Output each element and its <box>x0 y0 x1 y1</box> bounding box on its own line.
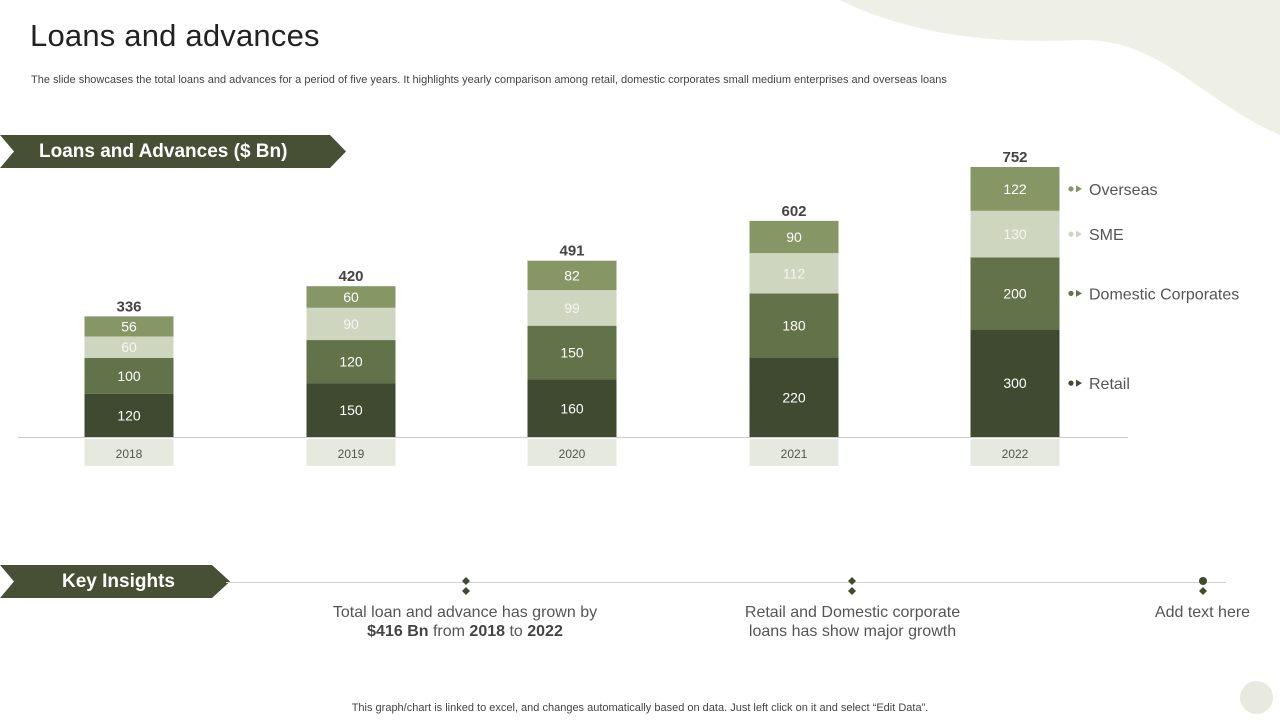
data-label-overseas-2021: 90 <box>786 229 802 245</box>
data-label-overseas-2022: 122 <box>1003 181 1027 197</box>
legend-dot-icon-domestic <box>1068 290 1074 296</box>
legend-arrow-icon-overseas <box>1076 185 1082 193</box>
insight-1-text-pre: Total loan and advance has grown by <box>332 604 598 621</box>
data-label-retail-2019: 150 <box>339 402 363 418</box>
insight-text-placeholder[interactable]: Add text here <box>1154 604 1251 621</box>
insight-1-text-to: to <box>505 623 528 640</box>
bar-segment-sme-2018 <box>84 336 174 359</box>
year-box-2022 <box>970 439 1060 466</box>
bar-segment-domestic-2022 <box>970 257 1060 330</box>
data-label-retail-2020: 160 <box>560 400 584 416</box>
data-label-sme-2019: 90 <box>343 316 359 332</box>
legend-label-overseas: Overseas <box>1089 182 1157 199</box>
footer-note: This graph/chart is linked to excel, and… <box>351 702 929 714</box>
data-label-sme-2018: 60 <box>121 339 137 355</box>
bar-segment-retail-2018 <box>84 393 174 437</box>
bar-segment-sme-2020 <box>527 290 617 326</box>
bar-segment-retail-2020 <box>527 379 617 437</box>
bar-segment-overseas-2022 <box>970 167 1060 211</box>
insights-banner-label: Key Insights <box>62 570 175 592</box>
chart-banner: Loans and Advances ($ Bn) <box>0 135 346 168</box>
legend-label-domestic: Domestic Corporates <box>1089 286 1239 303</box>
legend-arrow-icon-retail <box>1076 379 1082 387</box>
stacked-bar-chart: 120 100 60 56 336 2018 150 120 90 60 420 2019 160 150… <box>18 149 1239 466</box>
insight-1-text-mid: from <box>428 623 470 640</box>
insight-text-growth: Total loan and advance has grown by $416… <box>330 603 600 641</box>
page-subtitle: The slide showcases the total loans and … <box>31 74 947 86</box>
total-label-2019: 420 <box>338 268 363 285</box>
data-label-retail-2021: 220 <box>782 390 806 406</box>
data-label-domestic-2021: 180 <box>782 318 806 334</box>
insight-1-to-year: 2022 <box>527 623 563 640</box>
total-label-2020: 491 <box>559 243 584 260</box>
bar-segment-domestic-2021 <box>749 293 839 359</box>
data-label-overseas-2019: 60 <box>343 289 359 305</box>
timeline-diamond-icon <box>848 577 856 595</box>
slide-number-circle <box>1240 681 1273 714</box>
legend-dot-icon-retail <box>1068 380 1074 386</box>
data-label-domestic-2022: 200 <box>1003 285 1027 301</box>
data-label-domestic-2018: 100 <box>117 368 141 384</box>
bar-segment-retail-2019 <box>306 383 396 437</box>
year-box-2020 <box>527 439 617 466</box>
timeline-line <box>226 582 1226 583</box>
data-label-sme-2020: 99 <box>564 300 580 316</box>
bar-segment-overseas-2021 <box>749 220 839 254</box>
bar-segment-overseas-2020 <box>527 260 617 291</box>
x-tick-label-2019: 2019 <box>338 447 365 461</box>
page-title: Loans and advances <box>30 18 320 53</box>
bar-segment-sme-2022 <box>970 210 1060 258</box>
timeline-dot-icon <box>1199 577 1207 595</box>
data-label-domestic-2020: 150 <box>560 345 584 361</box>
total-label-2018: 336 <box>116 298 141 315</box>
bar-segment-retail-2021 <box>749 358 839 437</box>
legend-arrow-icon-domestic <box>1076 289 1082 297</box>
chart-banner-label: Loans and Advances ($ Bn) <box>39 140 288 162</box>
bar-segment-domestic-2018 <box>84 358 174 394</box>
data-label-overseas-2018: 56 <box>121 318 137 334</box>
bar-segment-sme-2019 <box>306 307 396 341</box>
x-tick-label-2022: 2022 <box>1002 447 1029 461</box>
year-box-2018 <box>84 439 174 466</box>
bar-segment-overseas-2018 <box>84 316 174 337</box>
legend-arrow-icon-sme <box>1076 230 1082 238</box>
timeline-diamond-icon <box>462 577 470 595</box>
legend-dot-icon-sme <box>1068 231 1074 237</box>
total-label-2021: 602 <box>781 203 806 220</box>
data-label-domestic-2019: 120 <box>339 354 363 370</box>
insight-1-from-year: 2018 <box>469 623 506 640</box>
year-box-2019 <box>306 439 396 466</box>
bar-segment-overseas-2019 <box>306 286 396 308</box>
bar-segment-domestic-2019 <box>306 340 396 384</box>
bar-segment-domestic-2020 <box>527 325 617 380</box>
insight-1-amount: $416 Bn <box>367 623 429 640</box>
insights-banner: Key Insights <box>0 565 230 598</box>
x-tick-label-2020: 2020 <box>559 447 586 461</box>
data-label-retail-2018: 120 <box>117 407 141 423</box>
legend-dot-icon-overseas <box>1068 186 1074 192</box>
total-label-2022: 752 <box>1002 149 1027 166</box>
year-box-2021 <box>749 439 839 466</box>
insights-banner-arrow-shape <box>0 565 230 598</box>
data-label-retail-2022: 300 <box>1003 375 1027 391</box>
chart-banner-arrow-shape <box>0 135 346 168</box>
bar-segment-retail-2022 <box>970 329 1060 437</box>
data-label-sme-2022: 130 <box>1003 226 1027 242</box>
insight-text-retail-domestic: Retail and Domestic corporate loans has … <box>744 604 961 640</box>
x-tick-label-2018: 2018 <box>116 447 143 461</box>
data-label-sme-2021: 112 <box>783 265 806 281</box>
bar-segment-sme-2021 <box>749 253 839 294</box>
data-label-overseas-2020: 82 <box>564 267 580 283</box>
x-tick-label-2021: 2021 <box>781 447 808 461</box>
legend-label-sme: SME <box>1089 227 1124 244</box>
legend-label-retail: Retail <box>1089 376 1130 393</box>
